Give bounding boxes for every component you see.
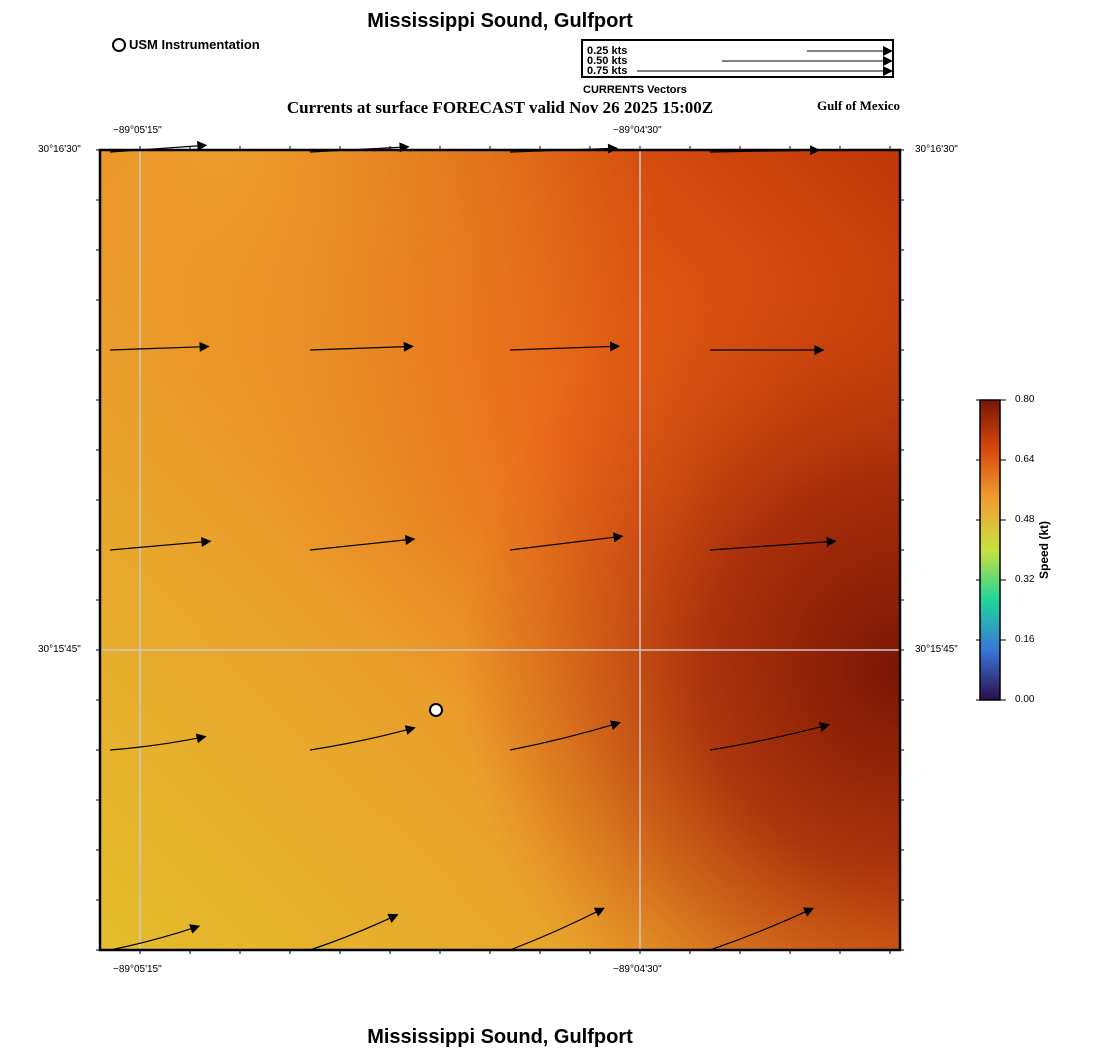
- current-vectors: [109, 140, 837, 951]
- current-vector-arrow: [709, 907, 815, 951]
- map-footer-title: Mississippi Sound, Gulfport: [367, 1026, 633, 1048]
- current-vector-arrow: [509, 143, 619, 154]
- forecast-subtitle: Currents at surface FORECAST valid Nov 2…: [286, 98, 714, 117]
- current-vector-arrow: [109, 537, 212, 551]
- graticule: [100, 150, 900, 950]
- current-vector-arrow: [109, 733, 207, 751]
- station-marker-icon: [112, 37, 126, 52]
- current-vector-arrow: [109, 341, 210, 352]
- current-vector-arrow: [309, 913, 399, 951]
- speed-field: [100, 150, 900, 950]
- vector-legend-title: CURRENTS Vectors: [583, 84, 687, 96]
- colorbar-tick-label: 0.80: [1015, 394, 1035, 405]
- colorbar-tick-label: 0.00: [1015, 694, 1035, 705]
- colorbar-tick-label: 0.32: [1015, 574, 1035, 585]
- current-vector-arrow: [109, 140, 208, 153]
- map-title: Mississippi Sound, Gulfport: [367, 10, 633, 32]
- lon-label-bottom: −89°04'30": [613, 964, 662, 975]
- lon-label-bottom: −89°05'15": [113, 964, 162, 975]
- colorbar: [976, 399, 1006, 701]
- current-vector-arrow: [309, 725, 416, 751]
- frame-ticks: [96, 146, 904, 954]
- lat-label-left: 30°15'45": [38, 644, 81, 655]
- lat-label-right: 30°16'30": [915, 144, 958, 155]
- legend-arrows: [637, 46, 893, 76]
- current-vector-arrow: [309, 341, 414, 352]
- station-legend: USM Instrumentation: [112, 37, 260, 52]
- colorbar-tick-label: 0.64: [1015, 454, 1035, 465]
- current-vector-arrow: [509, 720, 621, 751]
- lat-label-right: 30°15'45": [915, 644, 958, 655]
- lat-label-left: 30°16'30": [38, 144, 81, 155]
- current-vector-arrow: [509, 532, 624, 551]
- colorbar-tick-label: 0.48: [1015, 514, 1035, 525]
- region-label: Gulf of Mexico: [816, 98, 900, 113]
- current-vector-arrow: [309, 534, 416, 551]
- current-vector-arrow: [509, 341, 621, 352]
- lon-label-top: −89°05'15": [113, 125, 162, 136]
- lon-label-top: −89°04'30": [613, 125, 662, 136]
- station-legend-label: USM Instrumentation: [129, 37, 260, 52]
- vector-legend-label: 0.50 kts: [587, 55, 628, 67]
- current-vector-arrow: [109, 924, 201, 951]
- current-vector-arrow: [509, 907, 605, 951]
- vector-legend-label: 0.25 kts: [587, 45, 628, 57]
- vector-legend-label: 0.75 kts: [587, 65, 628, 77]
- current-vector-arrow: [709, 145, 821, 156]
- current-vector-arrow: [709, 536, 837, 551]
- colorbar-tick-label: 0.16: [1015, 634, 1035, 645]
- current-vector-arrow: [309, 142, 410, 153]
- current-vector-arrow: [709, 722, 831, 751]
- station-marker: [429, 703, 443, 717]
